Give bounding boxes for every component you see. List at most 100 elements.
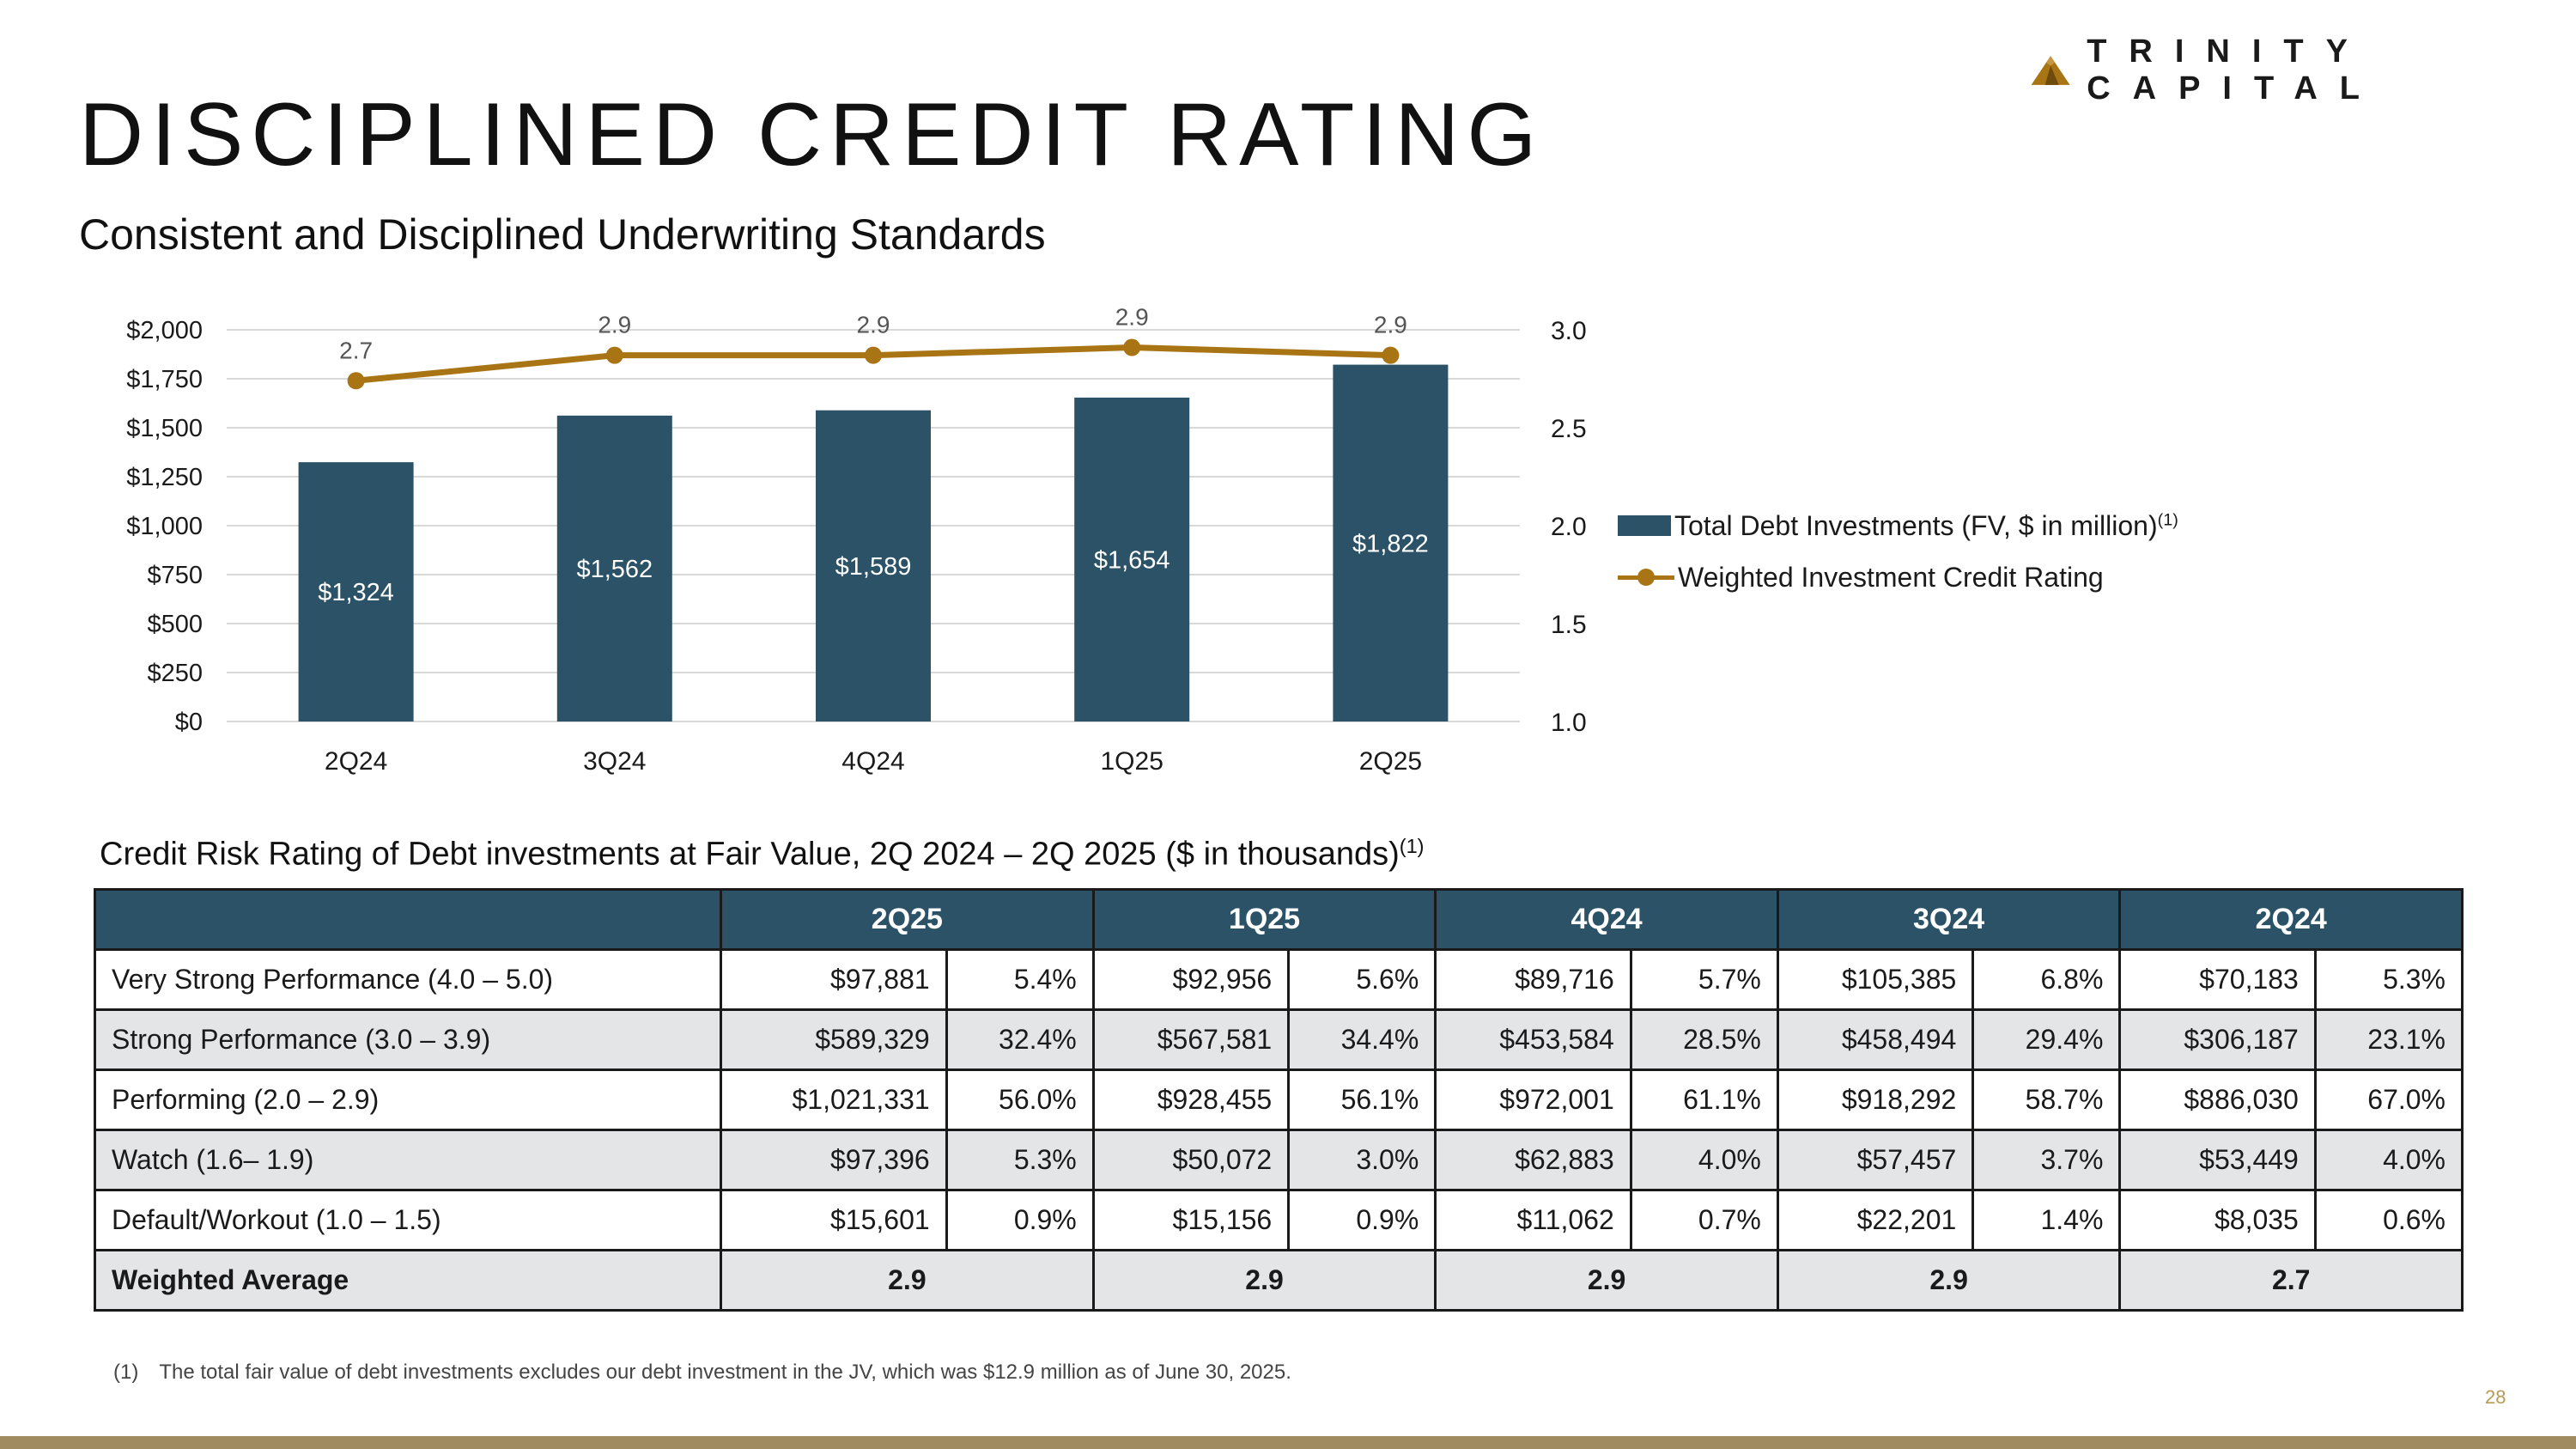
amount-cell: $57,457 <box>1776 1129 1975 1191</box>
amount-cell: $15,601 <box>720 1189 948 1251</box>
amount-cell: $50,072 <box>1091 1129 1291 1191</box>
category-tick-label: 2Q25 <box>1359 747 1422 776</box>
amount-cell: $8,035 <box>2118 1189 2317 1251</box>
amount-cell: $62,883 <box>1434 1129 1632 1191</box>
amount-cell: $15,156 <box>1091 1189 1291 1251</box>
row-label: Default/Workout (1.0 – 1.5) <box>94 1189 722 1251</box>
percent-cell: 3.7% <box>1971 1129 2122 1191</box>
rating-point <box>605 346 623 364</box>
amount-cell: $11,062 <box>1434 1189 1632 1251</box>
bar-data-label: $1,562 <box>576 556 653 583</box>
percent-cell: 23.1% <box>2313 1008 2464 1071</box>
legend-line-label: Weighted Investment Credit Rating <box>1678 561 2104 593</box>
percent-cell: 0.7% <box>1629 1189 1779 1251</box>
weighted-average-row: Weighted Average 2.9 2.9 2.9 2.9 2.7 <box>94 1249 2464 1312</box>
category-tick-label: 1Q25 <box>1101 747 1163 776</box>
amount-cell: $918,292 <box>1776 1068 1975 1131</box>
rating-data-label: 2.7 <box>339 337 373 363</box>
percent-cell: 5.7% <box>1629 948 1779 1011</box>
amount-cell: $1,021,331 <box>720 1068 948 1131</box>
weighted-average-cell: 2.7 <box>2118 1249 2464 1312</box>
table-row: Strong Performance (3.0 – 3.9) $589,329 32… <box>94 1008 2464 1071</box>
right-axis-tick-label: 2.5 <box>1551 415 1587 443</box>
percent-cell: 1.4% <box>1971 1189 2122 1251</box>
header-3q24: 3Q24 <box>1776 888 2122 951</box>
category-tick-label: 3Q24 <box>583 747 646 776</box>
brand-logo: TRINITY CAPITAL <box>2030 33 2576 107</box>
amount-cell: $453,584 <box>1434 1008 1632 1071</box>
percent-cell: 56.1% <box>1287 1068 1437 1131</box>
bar <box>816 410 931 721</box>
row-label: Performing (2.0 – 2.9) <box>94 1068 722 1131</box>
percent-cell: 34.4% <box>1287 1008 1437 1071</box>
right-axis-tick-label: 2.0 <box>1551 513 1587 541</box>
percent-cell: 0.9% <box>945 1189 1095 1251</box>
amount-cell: $972,001 <box>1434 1068 1632 1131</box>
bar <box>1333 364 1449 721</box>
percent-cell: 0.6% <box>2313 1189 2464 1251</box>
rating-point <box>1382 346 1400 364</box>
bar-data-label: $1,822 <box>1352 530 1429 557</box>
percent-cell: 67.0% <box>2313 1068 2464 1131</box>
left-axis-tick-label: $1,750 <box>126 366 203 393</box>
amount-cell: $886,030 <box>2118 1068 2317 1131</box>
legend-bar-swatch <box>1618 515 1671 536</box>
amount-cell: $105,385 <box>1776 948 1975 1011</box>
amount-cell: $70,183 <box>2118 948 2317 1011</box>
left-axis-tick-label: $1,250 <box>126 464 203 491</box>
table-row: Very Strong Performance (4.0 – 5.0) $97,8… <box>94 948 2464 1011</box>
header-2q25: 2Q25 <box>720 888 1095 951</box>
amount-cell: $567,581 <box>1091 1008 1291 1071</box>
mountain-logo-icon <box>2031 56 2070 85</box>
weighted-average-cell: 2.9 <box>720 1249 1095 1312</box>
footnote: (1) The total fair value of debt investme… <box>113 1361 1291 1384</box>
rating-data-label: 2.9 <box>1374 312 1407 338</box>
bar <box>556 415 672 721</box>
left-axis-tick-label: $250 <box>147 660 203 687</box>
amount-cell: $89,716 <box>1434 948 1632 1011</box>
amount-cell: $97,881 <box>720 948 948 1011</box>
percent-cell: 4.0% <box>1629 1129 1779 1191</box>
header-2q24: 2Q24 <box>2118 888 2464 951</box>
debt-investments-chart: $0 $250 $500 $750 $1,000 $1,250 $1,500 $1,750 $2… <box>126 304 1587 776</box>
chart-legend: Total Debt Investments (FV, $ in million… <box>1618 500 2178 603</box>
percent-cell: 5.3% <box>2313 948 2464 1011</box>
rating-data-label: 2.9 <box>857 312 890 338</box>
page-number: 28 <box>2485 1386 2506 1408</box>
left-axis-tick-label: $0 <box>175 709 203 736</box>
percent-cell: 5.3% <box>945 1129 1095 1191</box>
row-label: Strong Performance (3.0 – 3.9) <box>94 1008 722 1071</box>
amount-cell: $589,329 <box>720 1008 948 1071</box>
bar-data-label: $1,654 <box>1094 546 1170 574</box>
header-4q24: 4Q24 <box>1434 888 1779 951</box>
percent-cell: 61.1% <box>1629 1068 1779 1131</box>
row-label: Watch (1.6– 1.9) <box>94 1129 722 1191</box>
weighted-average-cell: 2.9 <box>1091 1249 1437 1312</box>
table-row: Watch (1.6– 1.9) $97,396 5.3% $50,072 3.0% $6… <box>94 1129 2464 1191</box>
left-axis-tick-label: $500 <box>147 611 203 638</box>
rating-point <box>347 372 365 390</box>
percent-cell: 58.7% <box>1971 1068 2122 1131</box>
credit-risk-table: 2Q25 1Q25 4Q24 3Q24 2Q24 Very Strong Per… <box>94 888 2464 1312</box>
weighted-average-cell: 2.9 <box>1434 1249 1779 1312</box>
right-axis-tick-label: 3.0 <box>1551 317 1587 345</box>
table-header-row: 2Q25 1Q25 4Q24 3Q24 2Q24 <box>94 888 2464 951</box>
footer-bar <box>0 1436 2576 1449</box>
left-axis-tick-label: $750 <box>147 562 203 589</box>
percent-cell: 4.0% <box>2313 1129 2464 1191</box>
percent-cell: 5.6% <box>1287 948 1437 1011</box>
header-corner <box>94 888 722 951</box>
left-axis-tick-label: $2,000 <box>126 317 203 344</box>
percent-cell: 29.4% <box>1971 1008 2122 1071</box>
right-axis-tick-label: 1.5 <box>1551 611 1587 639</box>
category-tick-label: 2Q24 <box>325 747 387 776</box>
right-axis-tick-label: 1.0 <box>1551 709 1587 737</box>
rating-data-label: 2.9 <box>1115 304 1149 331</box>
legend-item-line: Weighted Investment Credit Rating <box>1618 551 2178 603</box>
row-label: Very Strong Performance (4.0 – 5.0) <box>94 948 722 1011</box>
legend-item-bars: Total Debt Investments (FV, $ in million… <box>1618 500 2178 551</box>
amount-cell: $97,396 <box>720 1129 948 1191</box>
table-caption: Credit Risk Rating of Debt investments a… <box>100 835 1425 873</box>
weighted-average-cell: 2.9 <box>1776 1249 2122 1312</box>
amount-cell: $306,187 <box>2118 1008 2317 1071</box>
